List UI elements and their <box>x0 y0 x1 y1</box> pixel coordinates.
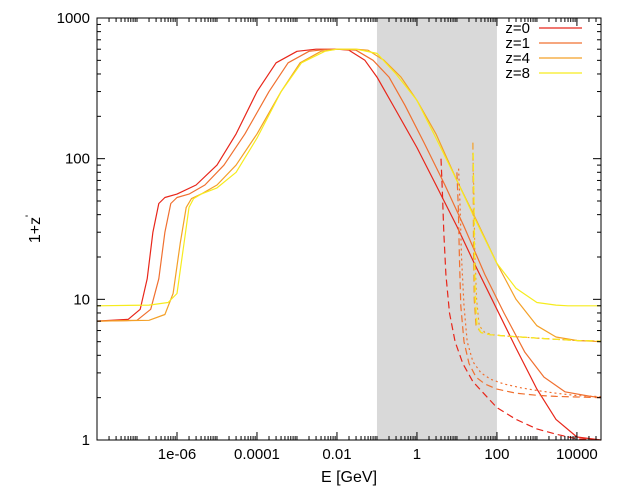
legend: z=0z=1z=4z=8 <box>505 20 582 82</box>
series-line-5 <box>456 172 602 399</box>
x-tick-label: 0.01 <box>322 446 351 463</box>
y-tick-label: 1000 <box>57 10 90 27</box>
series-line-4 <box>440 158 602 441</box>
legend-label: z=4 <box>505 50 530 67</box>
x-tick-label: 100 <box>484 446 509 463</box>
x-tick-label: 1e-06 <box>158 446 196 463</box>
y-tick-label: 100 <box>65 151 90 168</box>
series-line-1 <box>96 48 602 399</box>
x-tick-label: 1 <box>413 446 421 463</box>
y-tick-label: 1 <box>82 432 90 449</box>
y-axis-label-main: 1+z <box>27 217 44 243</box>
series-line-9 <box>472 152 602 342</box>
x-tick-label: 0.0001 <box>234 446 280 463</box>
legend-label: z=8 <box>505 65 530 82</box>
series-layer <box>96 48 602 441</box>
series-line-3 <box>96 48 601 307</box>
y-axis-label-superscript: ' <box>24 215 36 217</box>
series-line-0 <box>96 48 602 441</box>
y-tick-label: 10 <box>73 291 90 308</box>
x-tick-label: 10000 <box>556 446 598 463</box>
legend-label: z=0 <box>505 20 530 37</box>
ticks-layer: 1e-06 0.0001 0.01 1 100 10000 1 10 100 1000 <box>57 10 602 463</box>
shaded-band <box>376 18 497 440</box>
x-axis-label: E [GeV] <box>321 469 377 486</box>
legend-label: z=1 <box>505 35 530 52</box>
series-line-6 <box>458 168 602 398</box>
y-axis-label: 1+z' <box>24 215 44 243</box>
